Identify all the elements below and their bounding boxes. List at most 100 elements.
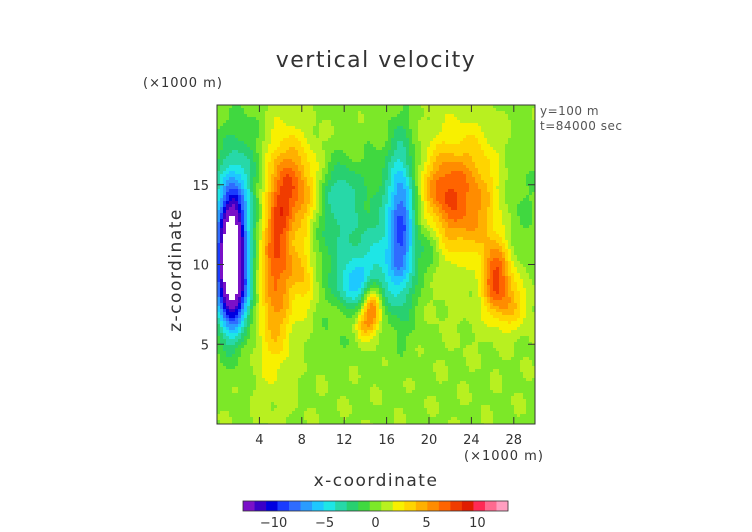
heatmap-cell: [286, 153, 290, 157]
heatmap-cell: [523, 207, 527, 211]
heatmap-cell: [262, 177, 266, 181]
heatmap-cell: [505, 210, 509, 214]
heatmap-cell: [280, 126, 284, 130]
heatmap-cell: [295, 216, 299, 220]
heatmap-cell: [478, 174, 482, 178]
heatmap-cell: [394, 174, 398, 178]
heatmap-cell: [373, 120, 377, 124]
heatmap-cell: [304, 135, 308, 139]
heatmap-cell: [394, 135, 398, 139]
heatmap-cell: [400, 180, 404, 184]
heatmap-cell: [358, 234, 362, 238]
heatmap-cell: [436, 168, 440, 172]
heatmap-cell: [253, 144, 257, 148]
heatmap-cell: [259, 165, 263, 169]
heatmap-cell: [412, 135, 416, 139]
heatmap-cell: [346, 111, 350, 115]
heatmap-cell: [250, 228, 254, 232]
heatmap-cell: [334, 129, 338, 133]
heatmap-cell: [511, 144, 515, 148]
heatmap-cell: [343, 126, 347, 130]
heatmap-cell: [457, 171, 461, 175]
heatmap-cell: [493, 126, 497, 130]
heatmap-cell: [373, 186, 377, 190]
heatmap-cell: [268, 108, 272, 112]
heatmap-cell: [283, 192, 287, 196]
x-axis-unit: (×1000 m): [464, 449, 544, 464]
heatmap-cell: [271, 147, 275, 151]
heatmap-cell: [346, 171, 350, 175]
heatmap-cell: [502, 216, 506, 220]
heatmap-cell: [463, 126, 467, 130]
heatmap-cell: [343, 114, 347, 118]
heatmap-cell: [493, 237, 497, 241]
heatmap-cell: [505, 123, 509, 127]
heatmap-cell: [292, 177, 296, 181]
heatmap-cell: [406, 120, 410, 124]
heatmap-cell: [256, 225, 260, 229]
heatmap-cell: [337, 135, 341, 139]
heatmap-cell: [352, 189, 356, 193]
heatmap-cell: [316, 186, 320, 190]
heatmap-cell: [388, 240, 392, 244]
heatmap-cell: [289, 222, 293, 226]
heatmap-cell: [400, 177, 404, 181]
heatmap-cell: [445, 228, 449, 232]
heatmap-cell: [463, 138, 467, 142]
heatmap-cell: [427, 126, 431, 130]
heatmap-cell: [427, 129, 431, 133]
heatmap-cell: [517, 108, 521, 112]
heatmap-cell: [292, 126, 296, 130]
heatmap-cell: [283, 216, 287, 220]
heatmap-cell: [499, 180, 503, 184]
heatmap-cell: [229, 243, 233, 247]
heatmap-cell: [259, 168, 263, 172]
heatmap-cell: [337, 231, 341, 235]
heatmap-cell: [484, 147, 488, 151]
heatmap-cell: [484, 225, 488, 229]
heatmap-cell: [514, 183, 518, 187]
heatmap-cell: [286, 126, 290, 130]
heatmap-cell: [445, 114, 449, 118]
heatmap-cell: [430, 231, 434, 235]
heatmap-cell: [346, 162, 350, 166]
heatmap-cell: [364, 210, 368, 214]
heatmap-cell: [223, 216, 227, 220]
heatmap-cell: [505, 213, 509, 217]
heatmap-cell: [523, 210, 527, 214]
heatmap-cell: [256, 189, 260, 193]
heatmap-cell: [343, 162, 347, 166]
heatmap-cell: [511, 108, 515, 112]
heatmap-cell: [220, 138, 224, 142]
heatmap-cell: [322, 195, 326, 199]
heatmap-cell: [247, 231, 251, 235]
heatmap-cell: [493, 171, 497, 175]
heatmap-cell: [268, 198, 272, 202]
heatmap-cell: [283, 156, 287, 160]
heatmap-cell: [397, 147, 401, 151]
heatmap-cell: [283, 234, 287, 238]
heatmap-cell: [322, 120, 326, 124]
heatmap-cell: [253, 189, 257, 193]
heatmap-cell: [508, 117, 512, 121]
heatmap-cell: [334, 141, 338, 145]
heatmap-cell: [460, 129, 464, 133]
heatmap-cell: [367, 216, 371, 220]
heatmap-cell: [418, 195, 422, 199]
heatmap-cell: [310, 147, 314, 151]
heatmap-cell: [403, 156, 407, 160]
heatmap-cell: [382, 168, 386, 172]
heatmap-cell: [433, 165, 437, 169]
heatmap-cell: [337, 108, 341, 112]
heatmap-cell: [478, 231, 482, 235]
heatmap-cell: [295, 171, 299, 175]
heatmap-cell: [268, 216, 272, 220]
heatmap-cell: [226, 114, 230, 118]
heatmap-cell: [490, 141, 494, 145]
heatmap-cell: [334, 198, 338, 202]
heatmap-cell: [379, 147, 383, 151]
heatmap-cell: [334, 171, 338, 175]
heatmap-cell: [499, 120, 503, 124]
heatmap-cell: [241, 180, 245, 184]
heatmap-cell: [310, 135, 314, 139]
